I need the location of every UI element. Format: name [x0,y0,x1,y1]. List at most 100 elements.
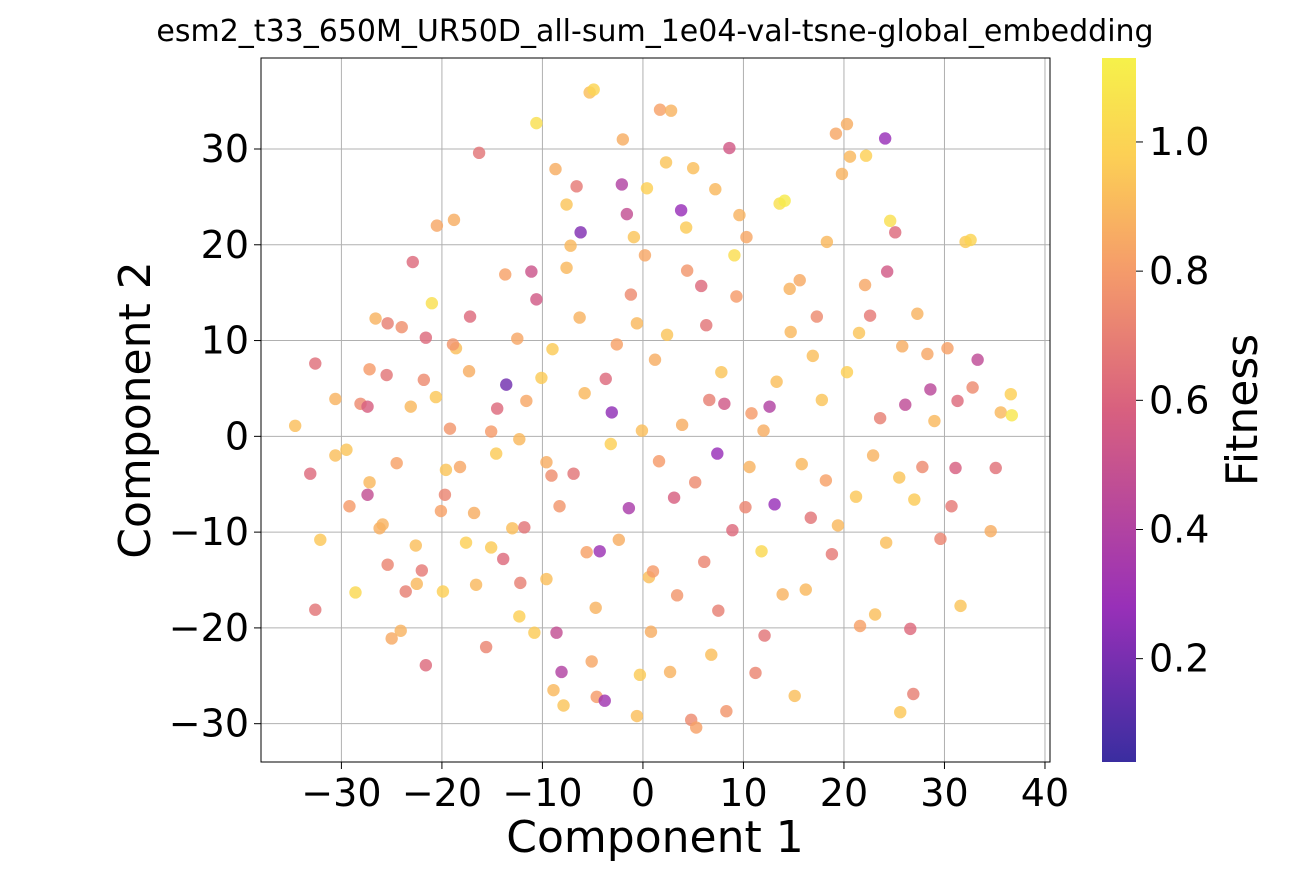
scatter-point [490,402,504,415]
scatter-point [528,626,541,639]
colorbar-tick-label: 0.8 [1149,249,1209,293]
scatter-point [484,425,498,438]
scatter-point [815,393,829,407]
scatter-point [436,585,450,598]
scatter-point [546,342,559,356]
scatter-point [680,264,694,277]
scatter-point [718,397,731,410]
scatter-point [615,178,629,191]
scatter-point [726,524,739,537]
colorbar-tick-label: 0.6 [1149,378,1209,422]
scatter-point [653,103,667,116]
scatter-point [852,326,866,340]
scatter-point [711,447,724,460]
scatter-point [964,233,977,247]
scatter-point [921,347,934,361]
scatter-point [894,705,907,719]
scatter-point [518,521,531,534]
scatter-point [831,519,845,532]
scatter-point [553,500,566,513]
scatter-point [640,182,654,195]
scatter-point [500,378,513,391]
scatter-point [288,419,302,433]
scatter-point [410,577,423,591]
scatter-point [453,460,467,474]
scatter-point [429,390,443,404]
scatter-point [663,665,677,679]
colorbar-tick-label: 1.0 [1149,120,1209,164]
scatter-point [783,282,796,296]
scatter-point [768,498,781,511]
scatter-point [674,204,688,217]
scatter-point [793,274,806,287]
scatter-point [469,578,483,592]
scatter-point [843,150,857,163]
scatter-point [863,309,877,322]
scatter-point [664,104,678,117]
y-tick-label: 10 [201,319,249,363]
scatter-point [728,249,741,262]
scatter-point [810,310,824,323]
scatter-point [514,576,527,590]
scatter-point [570,180,583,193]
scatter-point [446,338,460,351]
scatter-point [564,239,577,252]
scatter-point [513,610,526,623]
data-points [288,83,1019,734]
x-tick-label: 0 [631,771,655,815]
scatter-point [399,585,412,598]
scatter-point [778,194,791,207]
scatter-point [899,398,912,411]
scatter-point [381,558,394,571]
scatter-point [622,501,636,515]
scatter-point [698,555,711,569]
y-tick-label: −10 [169,510,249,554]
scatter-point [670,589,684,602]
scatter-point [1004,387,1018,401]
scatter-point [627,230,641,244]
scatter-point [804,511,817,524]
scatter-point [966,381,979,394]
scatter-point [743,460,756,474]
scatter-point [806,349,819,363]
scatter-point [425,297,439,310]
scatter-point [859,149,873,162]
colorbar-tick-label: 0.4 [1149,507,1209,551]
scatter-point [945,500,958,513]
scatter-point [447,213,461,227]
scatter-point [535,371,548,385]
scatter-point [361,488,374,501]
scatter-point [866,449,880,462]
scatter-point [954,599,967,613]
scatter-point [873,411,887,425]
x-tick-label: −20 [402,771,482,815]
scatter-point [763,400,776,413]
x-tick-label: −10 [502,771,582,815]
scatter-point [419,331,433,344]
scatter-point [849,490,863,503]
scatter-point [840,117,854,131]
scatter-point [616,133,630,146]
scatter-point [776,588,789,601]
scatter-point [758,629,771,642]
y-axis-ticks: −30 −20 −10 0 10 20 30 [169,127,261,746]
scatter-point [463,310,477,323]
scatter-point [604,437,617,451]
scatter-point [624,288,638,301]
scatter-point [406,255,419,269]
scatter-point [409,539,422,552]
scatter-point [309,357,322,370]
scatter-point [599,372,612,386]
scatter-point [907,687,920,701]
scatter-point [829,127,843,140]
scatter-point [443,422,457,435]
scatter-point [598,694,611,707]
scatter-point [788,689,801,703]
scatter-point [633,668,647,682]
scatter-point [715,365,728,379]
scatter-point [329,392,342,406]
scatter-point [908,493,921,506]
scatter-point [984,524,997,538]
scatter-point [868,608,882,621]
scatter-point [745,407,758,420]
